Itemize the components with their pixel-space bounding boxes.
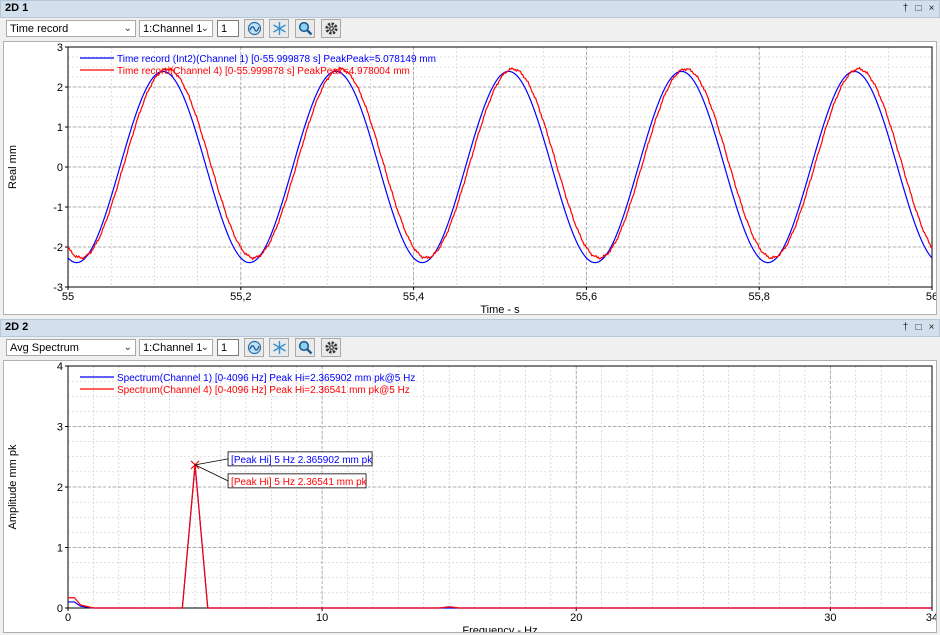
y-tick-label: 3 bbox=[57, 422, 63, 434]
panel-title: 2D 1 bbox=[5, 2, 29, 14]
y-tick-label: 1 bbox=[57, 122, 63, 134]
freeze-button[interactable] bbox=[269, 19, 289, 38]
x-tick-label: 0 bbox=[65, 612, 71, 624]
settings-button[interactable] bbox=[321, 19, 341, 38]
x-tick-label: 56 bbox=[926, 291, 936, 303]
chevron-down-icon: ⌄ bbox=[123, 342, 132, 353]
time-record-chart: 55 55,2 55,4 55,6 55,8 56 3 2 1 0 -1 -2 -3 Time - s Re… bbox=[7, 42, 938, 316]
zoom-button[interactable] bbox=[295, 338, 315, 357]
legend-entry: Time record(Channel 4) [0-55.999878 s] P… bbox=[117, 66, 410, 77]
panel-title-bar: 2D 1 † □ × bbox=[0, 0, 940, 18]
channel-select[interactable]: 1:Channel 1 ⌄ bbox=[139, 339, 213, 356]
zoom-icon bbox=[298, 21, 313, 36]
maximize-icon[interactable]: □ bbox=[915, 3, 922, 14]
x-tick-label: 20 bbox=[570, 612, 582, 624]
toolbar: Time record ⌄ 1:Channel 1 ⌄ 1 bbox=[0, 18, 940, 40]
mode-select-value: Time record bbox=[10, 23, 69, 35]
gear-icon bbox=[325, 22, 338, 35]
channel-number-input[interactable]: 1 bbox=[217, 339, 239, 356]
y-axis-label: Amplitude mm pk bbox=[7, 444, 19, 529]
y-tick-label: -2 bbox=[53, 242, 63, 254]
channel-number-input[interactable]: 1 bbox=[217, 20, 239, 37]
pin-icon[interactable]: † bbox=[902, 322, 909, 333]
channel-select-value: 1:Channel 1 bbox=[143, 342, 203, 354]
x-tick-label: 55,8 bbox=[748, 291, 769, 303]
annotation-box bbox=[227, 451, 373, 467]
annotation-box bbox=[227, 473, 367, 489]
y-tick-label: 0 bbox=[57, 603, 63, 615]
graph-button[interactable] bbox=[244, 338, 264, 357]
time-record-plot[interactable]: 55 55,2 55,4 55,6 55,8 56 3 2 1 0 -1 -2 -3 Time - s Re… bbox=[3, 41, 938, 316]
pin-icon[interactable]: † bbox=[902, 3, 909, 14]
y-tick-label: -3 bbox=[53, 282, 63, 294]
x-tick-label: 55,2 bbox=[230, 291, 251, 303]
chevron-down-icon: ⌄ bbox=[123, 23, 132, 34]
snowflake-icon bbox=[273, 341, 286, 354]
x-tick-label: 55 bbox=[62, 291, 74, 303]
y-tick-label: 3 bbox=[57, 42, 63, 54]
legend: Spectrum(Channel 1) [0-4096 Hz] Peak Hi=… bbox=[80, 373, 415, 396]
y-tick-label: 4 bbox=[57, 361, 63, 373]
toolbar: Avg Spectrum ⌄ 1:Channel 1 ⌄ 1 bbox=[0, 337, 940, 359]
annotation-leader bbox=[194, 464, 229, 482]
spectrum-plot[interactable]: 0 10 20 30 34 4 3 2 1 0 Frequency - Hz Amplitude mm… bbox=[3, 360, 938, 635]
peak-annotation: [Peak Hi] 5 Hz 2.36541 mm pk bbox=[231, 477, 368, 488]
maximize-icon[interactable]: □ bbox=[915, 322, 922, 333]
legend-entry: Spectrum(Channel 1) [0-4096 Hz] Peak Hi=… bbox=[117, 373, 415, 384]
close-icon[interactable]: × bbox=[928, 3, 935, 14]
peak-annotation: [Peak Hi] 5 Hz 2.365902 mm pk bbox=[231, 455, 373, 466]
y-tick-label: 2 bbox=[57, 482, 63, 494]
y-tick-label: 0 bbox=[57, 162, 63, 174]
panel-2d-1: 2D 1 † □ × Time record ⌄ 1:Channel 1 ⌄ 1… bbox=[0, 0, 940, 318]
freeze-button[interactable] bbox=[269, 338, 289, 357]
x-tick-label: 34 bbox=[926, 612, 936, 624]
grid bbox=[67, 46, 933, 288]
channel-select[interactable]: 1:Channel 1 ⌄ bbox=[139, 20, 213, 37]
mode-select[interactable]: Time record ⌄ bbox=[6, 20, 136, 37]
x-axis-label: Frequency - Hz bbox=[462, 625, 537, 632]
panel-2d-2: 2D 2 † □ × Avg Spectrum ⌄ 1:Channel 1 ⌄ … bbox=[0, 319, 940, 635]
y-tick-label: -1 bbox=[53, 202, 63, 214]
legend-entry: Time record (Int2)(Channel 1) [0-55.9998… bbox=[117, 54, 436, 65]
zoom-button[interactable] bbox=[295, 19, 315, 38]
snowflake-icon bbox=[273, 22, 286, 35]
close-icon[interactable]: × bbox=[928, 322, 935, 333]
zoom-icon bbox=[298, 340, 313, 355]
legend: Time record (Int2)(Channel 1) [0-55.9998… bbox=[80, 54, 436, 77]
series-line-1 bbox=[67, 70, 933, 264]
legend-entry: Spectrum(Channel 4) [0-4096 Hz] Peak Hi=… bbox=[117, 385, 410, 396]
panel-title-bar: 2D 2 † □ × bbox=[0, 319, 940, 337]
x-tick-label: 10 bbox=[316, 612, 328, 624]
graph-icon bbox=[247, 21, 262, 36]
settings-button[interactable] bbox=[321, 338, 341, 357]
y-tick-label: 2 bbox=[57, 82, 63, 94]
graph-button[interactable] bbox=[244, 19, 264, 38]
annotation-leader bbox=[194, 458, 229, 466]
channel-select-value: 1:Channel 1 bbox=[143, 23, 203, 35]
chevron-down-icon: ⌄ bbox=[200, 23, 209, 34]
mode-select[interactable]: Avg Spectrum ⌄ bbox=[6, 339, 136, 356]
graph-icon bbox=[247, 340, 262, 355]
y-axis-label: Real mm bbox=[7, 145, 19, 189]
x-tick-label: 55,4 bbox=[403, 291, 424, 303]
gear-icon bbox=[325, 341, 338, 354]
x-axis-label: Time - s bbox=[480, 304, 520, 314]
y-tick-label: 1 bbox=[57, 543, 63, 555]
mode-select-value: Avg Spectrum bbox=[10, 342, 79, 354]
chevron-down-icon: ⌄ bbox=[200, 342, 209, 353]
series-line-2 bbox=[67, 66, 933, 261]
x-tick-label: 30 bbox=[824, 612, 836, 624]
x-tick-label: 55,6 bbox=[576, 291, 597, 303]
panel-title: 2D 2 bbox=[5, 321, 29, 333]
